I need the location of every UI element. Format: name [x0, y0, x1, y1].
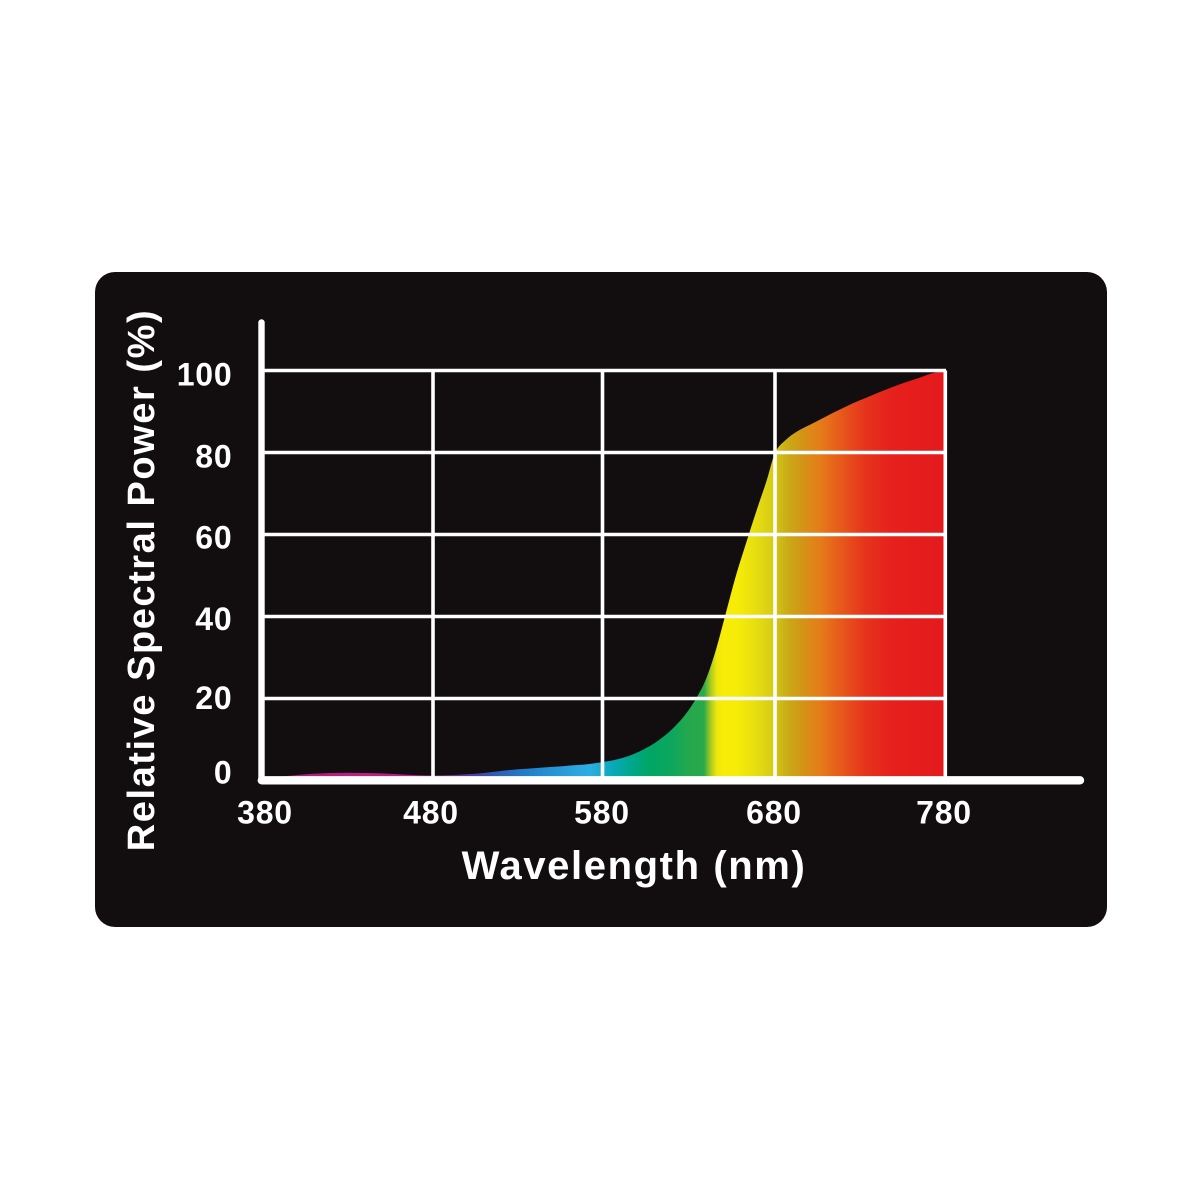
- svg-text:20: 20: [195, 680, 232, 716]
- svg-text:580: 580: [574, 795, 630, 831]
- svg-text:380: 380: [237, 795, 293, 831]
- svg-text:60: 60: [195, 520, 232, 556]
- svg-text:Relative Spectral Power (%): Relative Spectral Power (%): [121, 309, 163, 851]
- svg-text:780: 780: [916, 795, 972, 831]
- svg-text:Wavelength (nm): Wavelength (nm): [462, 844, 807, 888]
- svg-text:0: 0: [214, 755, 233, 791]
- svg-text:100: 100: [177, 357, 233, 393]
- svg-text:80: 80: [195, 439, 232, 475]
- svg-text:680: 680: [746, 795, 802, 831]
- svg-text:40: 40: [195, 601, 232, 637]
- svg-text:480: 480: [403, 795, 459, 831]
